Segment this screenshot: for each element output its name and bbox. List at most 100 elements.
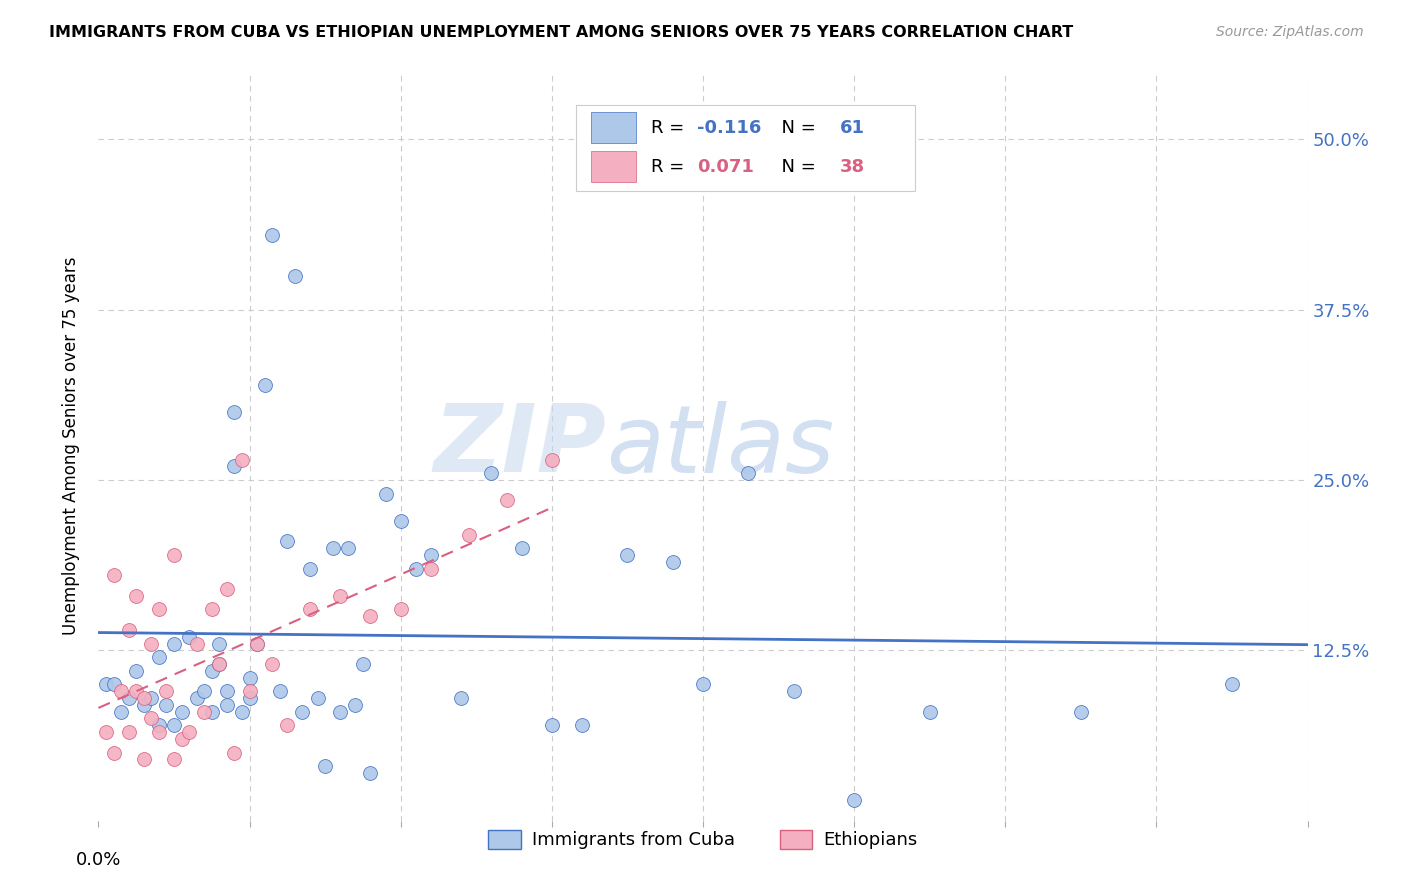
Point: [163, 548, 186, 562]
Point: [224, 746, 246, 760]
Point: [540, 452, 562, 467]
Point: [186, 636, 208, 650]
Text: atlas: atlas: [606, 401, 835, 491]
Point: [224, 459, 246, 474]
Text: Source: ZipAtlas.com: Source: ZipAtlas.com: [1216, 25, 1364, 39]
Point: [291, 705, 314, 719]
Point: [246, 636, 269, 650]
Point: [155, 698, 177, 712]
FancyBboxPatch shape: [576, 105, 915, 191]
Point: [299, 602, 322, 616]
Point: [132, 698, 155, 712]
Point: [148, 725, 170, 739]
Text: -0.116: -0.116: [697, 119, 761, 136]
Point: [405, 561, 427, 575]
Point: [231, 705, 253, 719]
Point: [239, 691, 262, 706]
Point: [118, 623, 141, 637]
Point: [299, 561, 322, 575]
Point: [262, 657, 284, 671]
Point: [510, 541, 533, 556]
Point: [918, 705, 941, 719]
Text: 38: 38: [839, 158, 865, 176]
Point: [224, 405, 246, 419]
Point: [170, 705, 193, 719]
Point: [110, 684, 132, 698]
Point: [246, 636, 269, 650]
Point: [783, 684, 806, 698]
Text: 0.0%: 0.0%: [76, 851, 121, 869]
Point: [420, 561, 443, 575]
Point: [125, 664, 148, 678]
Point: [1220, 677, 1243, 691]
Point: [201, 705, 224, 719]
FancyBboxPatch shape: [591, 112, 637, 144]
Point: [155, 684, 177, 698]
Point: [495, 493, 517, 508]
Point: [103, 677, 125, 691]
Point: [420, 548, 443, 562]
Point: [193, 684, 215, 698]
Point: [231, 452, 253, 467]
Point: [215, 698, 238, 712]
Point: [201, 602, 224, 616]
Point: [118, 725, 141, 739]
Point: [148, 650, 170, 665]
Point: [374, 486, 396, 500]
Point: [344, 698, 367, 712]
Point: [692, 677, 714, 691]
Point: [186, 691, 208, 706]
Point: [389, 514, 412, 528]
Point: [94, 725, 117, 739]
Point: [262, 227, 284, 242]
Point: [844, 793, 866, 807]
Point: [329, 589, 352, 603]
Text: N =: N =: [769, 158, 821, 176]
FancyBboxPatch shape: [591, 151, 637, 182]
Point: [389, 602, 412, 616]
Point: [284, 268, 307, 283]
Point: [215, 684, 238, 698]
Point: [148, 718, 170, 732]
Point: [253, 377, 276, 392]
Point: [481, 467, 503, 481]
Text: N =: N =: [769, 119, 821, 136]
Point: [215, 582, 238, 596]
Point: [276, 718, 298, 732]
Point: [307, 691, 329, 706]
Point: [132, 752, 155, 766]
Point: [148, 602, 170, 616]
Point: [336, 541, 359, 556]
Point: [201, 664, 224, 678]
Point: [239, 684, 262, 698]
Point: [163, 718, 186, 732]
Point: [540, 718, 562, 732]
Point: [141, 691, 163, 706]
Text: R =: R =: [651, 158, 690, 176]
Text: IMMIGRANTS FROM CUBA VS ETHIOPIAN UNEMPLOYMENT AMONG SENIORS OVER 75 YEARS CORRE: IMMIGRANTS FROM CUBA VS ETHIOPIAN UNEMPL…: [49, 25, 1073, 40]
Point: [103, 746, 125, 760]
Text: 61: 61: [839, 119, 865, 136]
Point: [132, 691, 155, 706]
Point: [661, 555, 683, 569]
Point: [457, 527, 479, 541]
Point: [314, 759, 336, 773]
Point: [269, 684, 291, 698]
Point: [276, 534, 298, 549]
Point: [208, 657, 231, 671]
Text: ZIP: ZIP: [433, 400, 606, 492]
Point: [163, 636, 186, 650]
Point: [125, 684, 148, 698]
Point: [103, 568, 125, 582]
Point: [360, 609, 382, 624]
Text: R =: R =: [651, 119, 690, 136]
Point: [360, 766, 382, 780]
Point: [125, 589, 148, 603]
Point: [170, 731, 193, 746]
Point: [110, 705, 132, 719]
Point: [179, 630, 201, 644]
Point: [141, 711, 163, 725]
Point: [737, 467, 759, 481]
Point: [179, 725, 201, 739]
Point: [94, 677, 117, 691]
